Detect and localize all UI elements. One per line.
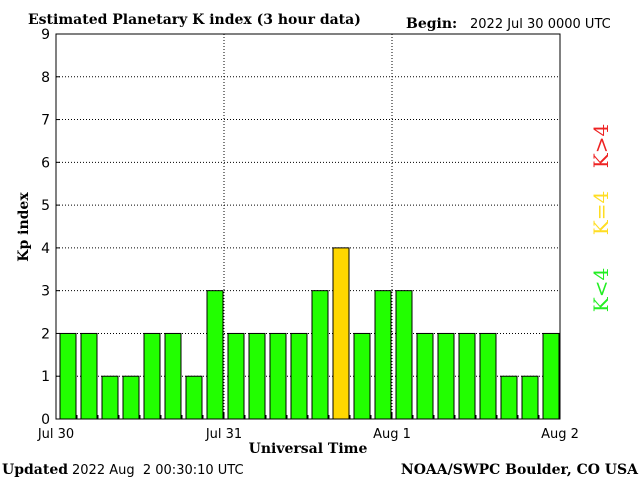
bar <box>458 332 476 420</box>
y-tick-label: 5 <box>41 198 50 214</box>
bar <box>374 290 392 420</box>
bar <box>353 332 371 420</box>
bar <box>542 332 560 420</box>
bar <box>500 375 518 420</box>
y-tick-label: 9 <box>41 27 50 43</box>
bar <box>332 247 350 420</box>
legend: K<4 K=4 K>4 <box>589 124 613 312</box>
bar <box>479 332 497 420</box>
bar <box>311 290 329 420</box>
bar <box>437 332 455 420</box>
bar <box>290 332 308 420</box>
y-tick-label: 3 <box>41 284 50 300</box>
bar <box>227 332 245 420</box>
y-tick-label: 4 <box>41 241 50 257</box>
y-tick-label: 0 <box>41 412 50 428</box>
bar <box>80 332 98 420</box>
bar <box>395 290 413 420</box>
bar <box>206 290 224 420</box>
updated-label: Updated <box>2 462 68 478</box>
x-date-label: Aug 1 <box>373 427 411 442</box>
y-axis-label: Kp index <box>16 192 32 262</box>
y-tick-label: 2 <box>41 326 50 342</box>
plot-frame <box>55 33 561 420</box>
legend-low: K<4 <box>589 268 613 312</box>
y-tick-label: 8 <box>41 70 50 86</box>
x-axis-label: Universal Time <box>249 441 368 457</box>
credit: NOAA/SWPC Boulder, CO USA <box>401 462 639 478</box>
legend-moderate: K=4 <box>589 191 613 235</box>
x-date-label: Jul 30 <box>37 427 74 442</box>
bar <box>185 375 203 420</box>
bars <box>59 247 560 420</box>
bar <box>122 375 140 420</box>
x-ticks: Jul 30 Jul 31 Aug 1 Aug 2 <box>37 412 579 442</box>
y-tick-label: 1 <box>41 369 50 385</box>
begin-value: 2022 Jul 30 0000 UTC <box>470 17 611 32</box>
bar <box>59 332 77 420</box>
begin-label: Begin: <box>406 16 457 32</box>
y-tick-label: 6 <box>41 155 50 171</box>
gridlines <box>56 34 560 419</box>
bar <box>101 375 119 420</box>
y-ticks: 0 1 2 3 4 5 6 7 8 9 <box>41 27 60 428</box>
updated-value: 2022 Aug 2 00:30:10 UTC <box>72 463 244 478</box>
bar <box>416 332 434 420</box>
bar <box>521 375 539 420</box>
bar <box>164 332 182 420</box>
x-date-label: Jul 31 <box>205 427 242 442</box>
y-tick-label: 7 <box>41 113 50 129</box>
chart-title: Estimated Planetary K index (3 hour data… <box>28 12 361 28</box>
legend-high: K>4 <box>589 124 613 168</box>
bar <box>248 332 266 420</box>
bar <box>143 332 161 420</box>
bar <box>269 332 287 420</box>
x-date-label: Aug 2 <box>541 427 579 442</box>
